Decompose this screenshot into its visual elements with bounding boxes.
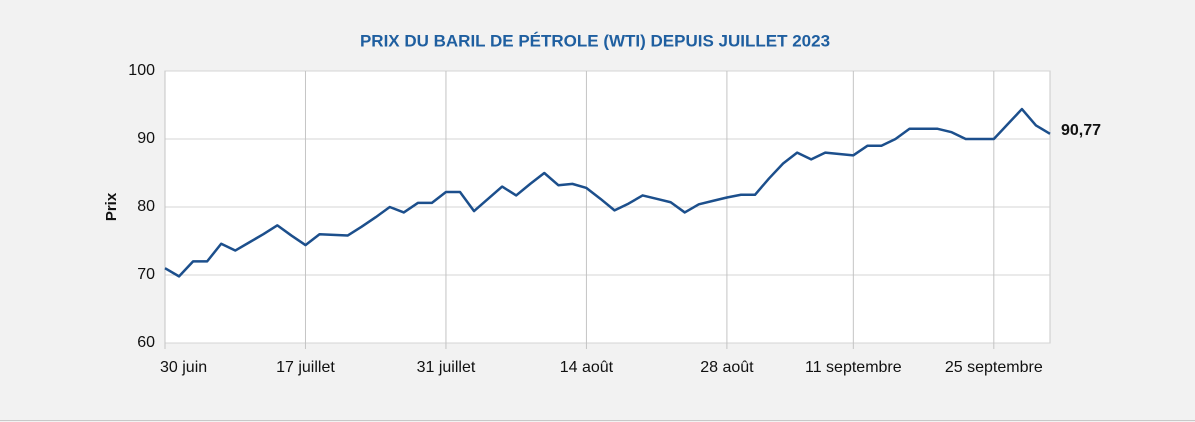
x-tick-label: 30 juin [160, 359, 207, 376]
x-tick-label: 25 septembre [945, 359, 1043, 376]
chart-title: PRIX DU BARIL DE PÉTROLE (WTI) DEPUIS JU… [360, 31, 830, 50]
value-label: 90,77 [1061, 122, 1101, 139]
y-tick-label: 60 [137, 334, 155, 351]
x-tick-label: 28 août [700, 359, 754, 376]
y-tick-label: 90 [137, 130, 155, 147]
x-tick-label: 17 juillet [276, 359, 335, 376]
x-tick-label: 31 juillet [417, 359, 476, 376]
x-tick-label: 14 août [560, 359, 614, 376]
y-tick-label: 70 [137, 266, 155, 283]
x-tick-label: 11 septembre [805, 359, 902, 376]
y-tick-label: 80 [137, 198, 155, 215]
y-tick-label: 100 [128, 62, 155, 79]
y-axis-label: Prix [103, 192, 120, 221]
data-line [164, 107, 1051, 278]
